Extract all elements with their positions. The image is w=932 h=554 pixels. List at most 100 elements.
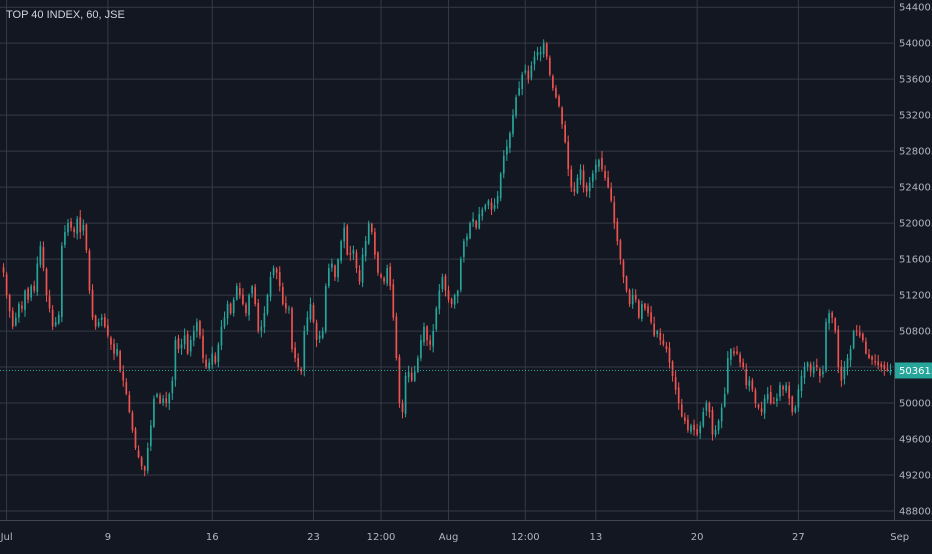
- y-tick-label: 51200.00: [899, 291, 932, 302]
- candle-body: [837, 329, 840, 368]
- candle-body: [88, 250, 91, 291]
- candle-body: [702, 412, 705, 426]
- candle-body: [506, 146, 508, 155]
- y-tick-label: 49600.00: [899, 435, 932, 446]
- candle-body: [361, 254, 364, 283]
- candle-body: [199, 321, 201, 336]
- candle-body: [352, 250, 355, 254]
- candle-body: [760, 408, 763, 413]
- candle-body: [696, 428, 698, 435]
- candle-body: [803, 367, 806, 378]
- x-tick-label: 12:00: [367, 532, 396, 543]
- candle-body: [73, 228, 75, 233]
- candle-body: [607, 177, 609, 188]
- candle-body: [822, 371, 824, 375]
- candle-body: [671, 361, 674, 377]
- candle-body: [30, 286, 32, 298]
- candle-body: [401, 403, 404, 413]
- candle-body: [150, 425, 152, 447]
- candle-body: [70, 221, 72, 228]
- candle-body: [42, 247, 45, 269]
- candle-body: [542, 43, 545, 54]
- candle-body: [862, 333, 864, 341]
- candle-body: [288, 308, 290, 310]
- candle-body: [711, 410, 714, 435]
- candle-body: [754, 390, 757, 404]
- candle-body: [79, 217, 82, 233]
- candle-body: [466, 236, 468, 241]
- candle-body: [312, 305, 315, 323]
- x-tick-label: Jul: [0, 532, 13, 543]
- candle-body: [94, 315, 97, 327]
- x-tick-label: 23: [307, 532, 320, 543]
- x-tick-label: 16: [206, 532, 219, 543]
- candle-body: [192, 331, 195, 341]
- candle-body: [374, 232, 376, 255]
- candle-body: [67, 223, 69, 233]
- candle-body: [64, 232, 66, 245]
- candle-body: [8, 295, 11, 312]
- candle-body: [321, 331, 324, 338]
- candle-body: [518, 88, 520, 96]
- candle-body: [708, 402, 711, 413]
- candle-body: [570, 169, 573, 188]
- candle-body: [815, 365, 818, 368]
- candle-body: [272, 268, 275, 276]
- candle-body: [18, 304, 20, 318]
- candle-body: [472, 218, 474, 223]
- candle-body: [423, 326, 425, 343]
- candle-body: [622, 260, 625, 278]
- candle-body: [769, 391, 772, 404]
- candle-body: [349, 253, 352, 255]
- candle-body: [226, 304, 229, 319]
- candle-body: [625, 276, 628, 291]
- candle-body: [668, 347, 671, 363]
- candle-body: [254, 287, 257, 305]
- candle-body: [659, 332, 662, 341]
- candle-body: [420, 340, 422, 359]
- candle-body: [739, 354, 741, 363]
- candle-body: [874, 361, 876, 363]
- candle-body: [2, 267, 5, 273]
- candle-body: [278, 272, 281, 287]
- candle-body: [797, 389, 800, 408]
- candle-body: [266, 295, 269, 314]
- candle-body: [229, 303, 232, 314]
- candle-body: [742, 362, 744, 368]
- candle-body: [493, 205, 496, 209]
- candle-body: [782, 386, 784, 390]
- candle-body: [733, 351, 735, 354]
- candle-body: [450, 298, 453, 305]
- candle-body: [76, 218, 79, 234]
- candle-body: [202, 335, 204, 359]
- candle-body: [91, 289, 94, 318]
- candle-body: [334, 265, 336, 278]
- candle-body: [358, 270, 361, 282]
- candle-body: [432, 331, 435, 347]
- candle-body: [146, 448, 149, 471]
- candle-body: [54, 322, 57, 326]
- candle-body: [220, 326, 223, 346]
- candle-body: [392, 284, 395, 318]
- candle-body: [552, 76, 554, 89]
- y-tick-label: 50000.00: [899, 399, 932, 410]
- candle-body: [309, 304, 312, 320]
- candle-body: [880, 363, 883, 368]
- candle-body: [883, 364, 886, 369]
- candle-body: [441, 277, 444, 289]
- candle-body: [398, 356, 401, 404]
- x-tick-label: 13: [589, 532, 602, 543]
- y-tick-label: 51600.00: [899, 255, 932, 266]
- candle-body: [634, 295, 637, 300]
- candle-body: [364, 241, 367, 257]
- candle-body: [690, 425, 692, 432]
- candle-body: [39, 245, 42, 265]
- candle-body: [318, 335, 321, 339]
- candle-body: [490, 202, 493, 210]
- candle-body: [346, 225, 349, 255]
- candle-body: [300, 368, 303, 372]
- candle-body: [128, 395, 131, 413]
- candle-body: [171, 380, 174, 394]
